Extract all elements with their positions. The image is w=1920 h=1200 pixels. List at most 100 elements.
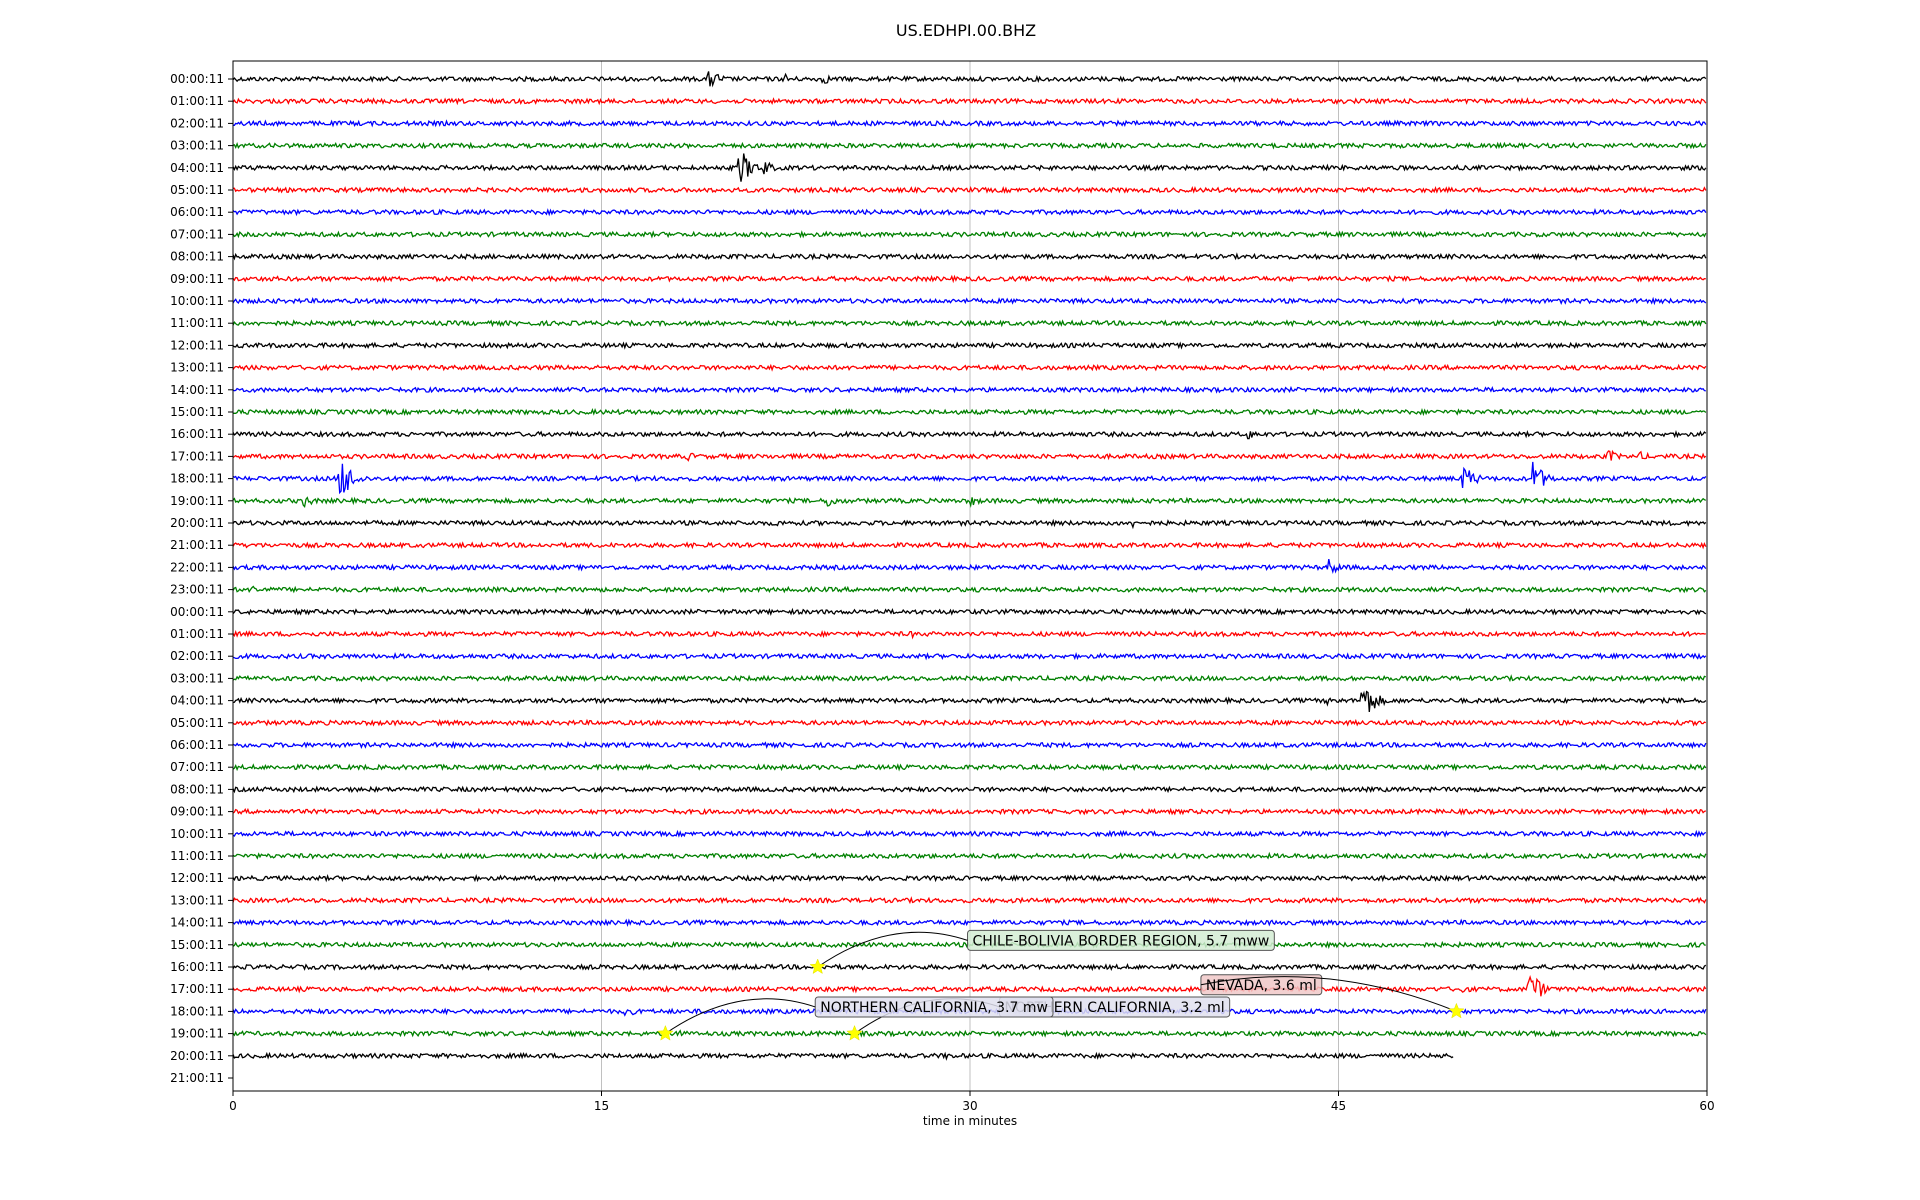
event-star-icon (1448, 1002, 1465, 1019)
row-time-label: 00:00:11 (170, 605, 224, 619)
x-axis-label: time in minutes (923, 1114, 1017, 1128)
row-time-label: 06:00:11 (170, 738, 224, 752)
row-time-label: 16:00:11 (170, 960, 224, 974)
trace-row (232, 541, 1707, 550)
row-time-label: 13:00:11 (170, 893, 224, 907)
trace-row (232, 385, 1706, 394)
trace-row (232, 518, 1707, 530)
trace-row (232, 873, 1707, 883)
row-time-label: 14:00:11 (170, 916, 224, 930)
trace-row (232, 785, 1706, 794)
row-time-label: 18:00:11 (170, 472, 224, 486)
row-time-label: 21:00:11 (170, 1071, 224, 1085)
row-time-label: 17:00:11 (170, 982, 224, 996)
trace-row (232, 252, 1707, 261)
row-time-label: 09:00:11 (170, 805, 224, 819)
trace-row (232, 558, 1707, 574)
row-time-label: 05:00:11 (170, 716, 224, 730)
trace-row (232, 974, 1707, 997)
event-annotation: NORTHERN CALIFORNIA, 3.7 mw (657, 996, 1054, 1041)
row-time-label: 18:00:11 (170, 1004, 224, 1018)
trace-row (232, 1029, 1707, 1038)
trace-row (232, 718, 1707, 727)
row-time-label: 06:00:11 (170, 205, 224, 219)
row-time-label: 03:00:11 (170, 671, 224, 685)
trace-row (232, 141, 1707, 150)
row-time-label: 20:00:11 (170, 1049, 224, 1063)
event-annotation: CHILE-BOLIVIA BORDER REGION, 5.7 mww (809, 929, 1275, 975)
trace-row (232, 651, 1707, 661)
row-time-label: 21:00:11 (170, 538, 224, 552)
event-annotation: NEVADA, 3.6 ml (1200, 974, 1465, 1019)
event-star-icon (846, 1024, 863, 1041)
trace-row (232, 319, 1707, 328)
trace-row (232, 341, 1707, 350)
row-time-label: 19:00:11 (170, 494, 224, 508)
row-time-label: 15:00:11 (170, 405, 224, 419)
trace-row (232, 896, 1707, 905)
event-star-icon (657, 1024, 674, 1041)
row-time-label: 07:00:11 (170, 760, 224, 774)
trace-row (232, 763, 1707, 772)
row-time-label: 04:00:11 (170, 694, 224, 708)
trace-row (232, 918, 1707, 928)
trace-row (232, 629, 1706, 640)
chart-title: US.EDHPI.00.BHZ (896, 21, 1036, 40)
event-connector (1200, 976, 1457, 1012)
row-time-label: 15:00:11 (170, 938, 224, 952)
trace-row (232, 829, 1707, 838)
trace-row (232, 690, 1707, 713)
trace-row (232, 407, 1707, 417)
row-time-label: 12:00:11 (170, 338, 224, 352)
row-time-label: 11:00:11 (170, 316, 224, 330)
trace-row (232, 296, 1707, 306)
trace-row (233, 185, 1707, 194)
event-connector (817, 931, 968, 968)
row-time-label: 10:00:11 (170, 294, 224, 308)
row-time-label: 08:00:11 (170, 250, 224, 264)
row-time-label: 05:00:11 (170, 183, 224, 197)
x-tick-label: 0 (229, 1099, 237, 1113)
row-time-label: 09:00:11 (170, 272, 224, 286)
x-axis-ticks: 0 15 30 45 60 (229, 1091, 1715, 1113)
trace-row (232, 585, 1707, 594)
trace-row (232, 496, 1707, 508)
row-time-label: 22:00:11 (170, 560, 224, 574)
row-time-label: 11:00:11 (170, 849, 224, 863)
x-tick-label: 60 (1699, 1099, 1714, 1113)
trace-row (232, 71, 1707, 88)
trace-row (232, 97, 1707, 106)
trace-row (232, 807, 1707, 816)
row-time-label: 16:00:11 (170, 427, 224, 441)
trace-row (232, 461, 1707, 495)
seismogram-traces (232, 71, 1707, 1061)
row-time-label: 10:00:11 (170, 827, 224, 841)
row-time-label: 07:00:11 (170, 227, 224, 241)
x-tick-label: 15 (594, 1099, 609, 1113)
row-time-label: 20:00:11 (170, 516, 224, 530)
plot-frame (232, 60, 1708, 1092)
row-time-label: 12:00:11 (170, 871, 224, 885)
trace-row (232, 153, 1707, 182)
event-star-icon (809, 958, 826, 975)
trace-row (232, 363, 1707, 372)
trace-row (232, 1051, 1454, 1061)
trace-row (232, 274, 1706, 284)
event-label: NEVADA, 3.6 ml (1206, 978, 1317, 994)
row-time-label: 13:00:11 (170, 361, 224, 375)
trace-row (232, 851, 1707, 860)
trace-row (232, 607, 1707, 616)
row-time-label: 19:00:11 (170, 1027, 224, 1041)
row-time-label: 01:00:11 (170, 627, 224, 641)
row-time-label: 03:00:11 (170, 139, 224, 153)
trace-row (232, 429, 1707, 440)
trace-row (232, 230, 1707, 239)
trace-row (232, 449, 1707, 462)
row-time-label: 08:00:11 (170, 782, 224, 796)
trace-row (232, 119, 1707, 128)
trace-row (232, 674, 1706, 683)
trace-row (232, 740, 1707, 750)
event-label: NORTHERN CALIFORNIA, 3.7 mw (820, 1000, 1048, 1016)
row-time-label: 01:00:11 (170, 94, 224, 108)
